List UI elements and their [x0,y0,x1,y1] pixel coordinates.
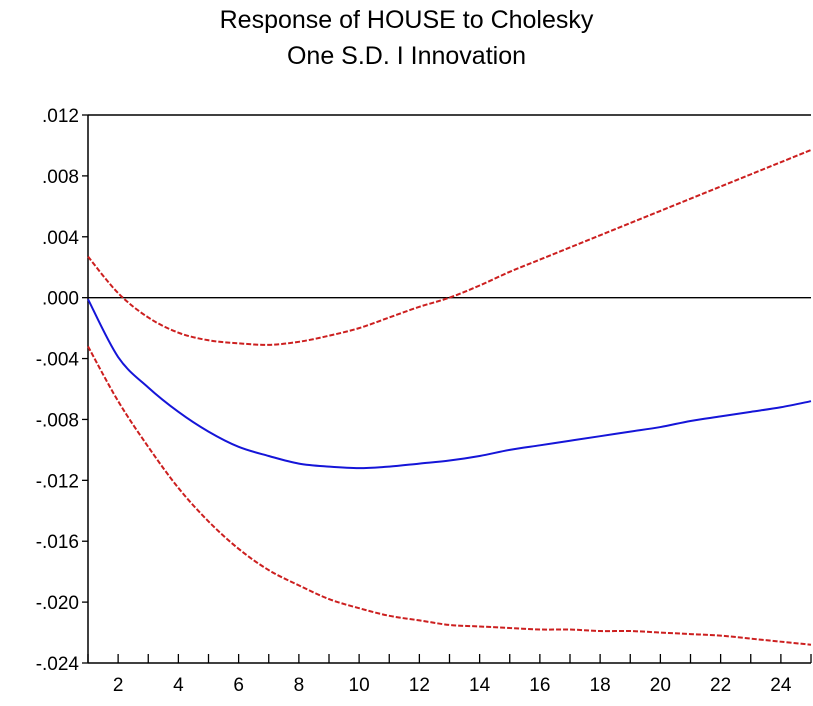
series-response [87,298,812,470]
y-tick-label: -.008 [36,410,79,431]
y-tick-label: -.016 [36,532,79,553]
x-tick-label: 22 [710,675,731,696]
series-upper-band [87,149,812,346]
y-tick-label: .012 [42,106,79,127]
x-tick-label: 6 [233,675,244,696]
x-tick-label: 12 [409,675,430,696]
chart-title-line-1: Response of HOUSE to Cholesky [219,6,594,34]
series-layer [87,149,812,646]
plot-frame [87,114,811,664]
x-tick-label: 16 [529,675,550,696]
x-tick-label: 18 [590,675,611,696]
x-tick-label: 20 [650,675,671,696]
x-axis: 2 4 6 8 10 12 14 16 18 20 22 24 [87,654,812,696]
x-tick-label: 14 [469,675,491,696]
x-tick-label: 4 [173,675,184,696]
x-tick-label: 10 [349,675,370,696]
y-axis: .012 .008 .004 .000 -.004 -.008 -.012 -.016 -.02… [36,106,88,675]
y-tick-label: -.024 [36,654,80,675]
x-tick-label: 2 [113,675,124,696]
y-tick-label: -.004 [36,350,80,371]
y-tick-label: .000 [42,289,79,310]
series-lower-band [87,345,812,646]
y-tick-label: .004 [42,228,79,249]
chart-title-line-2: One S.D. I Innovation [286,42,527,70]
y-tick-label: -.012 [36,471,79,492]
y-tick-label: -.020 [36,593,79,614]
y-tick-label: .008 [42,167,79,188]
x-tick-label: 24 [770,675,792,696]
x-tick-label: 8 [294,675,305,696]
